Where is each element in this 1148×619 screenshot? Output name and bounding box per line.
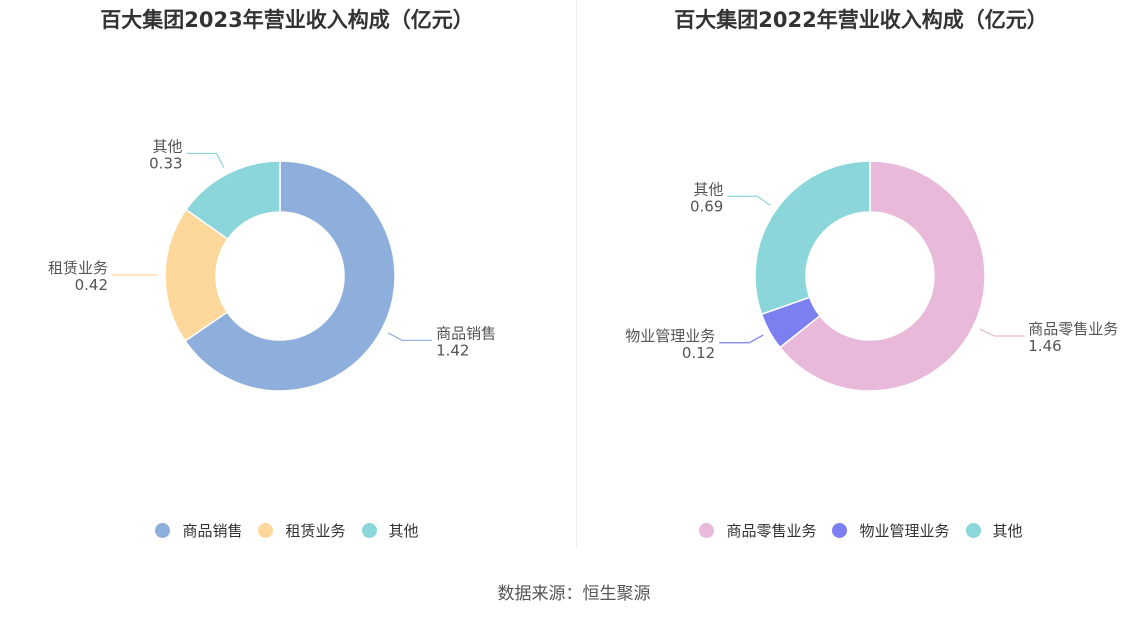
legend-label: 其他 — [992, 522, 1023, 540]
slice-value-label: 1.42 — [436, 341, 469, 359]
slice-name-label: 租赁业务 — [48, 259, 108, 277]
leader-line — [727, 195, 771, 207]
legend-label: 其他 — [388, 522, 419, 540]
legend-item-other[interactable]: 其他 — [361, 520, 419, 541]
slice-value-label: 0.69 — [690, 197, 723, 215]
legend-marker — [699, 523, 715, 538]
slice-value-label: 0.12 — [682, 344, 715, 362]
legend-marker — [832, 523, 848, 538]
legend-label: 商品零售业务 — [726, 522, 817, 540]
slice-name-label: 商品零售业务 — [1028, 320, 1118, 338]
legend: 商品销售 租赁业务 其他 — [0, 520, 574, 541]
slice-value-label: 0.42 — [75, 276, 108, 294]
legend-item-retail[interactable]: 商品零售业务 — [699, 520, 816, 541]
legend-marker — [155, 523, 171, 538]
legend-marker — [258, 523, 274, 538]
donut-slice[interactable] — [754, 160, 871, 316]
leader-line — [979, 328, 1025, 337]
slice-name-label: 商品销售 — [436, 324, 496, 342]
donut-slice[interactable] — [778, 160, 986, 392]
legend-item-other[interactable]: 其他 — [965, 520, 1023, 541]
chart-title: 百大集团2023年营业收入构成（亿元） — [100, 8, 474, 32]
legend-marker — [965, 523, 981, 538]
legend-item-property-mgmt[interactable]: 物业管理业务 — [832, 520, 950, 541]
legend-label: 物业管理业务 — [859, 522, 950, 540]
legend-item-leasing[interactable]: 租赁业务 — [258, 520, 346, 541]
leader-line — [186, 152, 225, 168]
donut-slice[interactable] — [185, 160, 281, 241]
panel-divider — [576, 0, 577, 548]
legend-label: 租赁业务 — [285, 522, 346, 540]
leader-line — [719, 334, 764, 344]
chart-2022-panel: 百大集团2022年营业收入构成（亿元） 商品零售业务 1.46 物业管理业务 0.12… — [574, 0, 1148, 550]
slice-name-label: 物业管理业务 — [625, 327, 715, 345]
slice-name-label: 其他 — [153, 137, 183, 155]
slice-value-label: 0.33 — [149, 154, 182, 172]
chart-title: 百大集团2022年营业收入构成（亿元） — [674, 8, 1048, 32]
legend-label: 商品销售 — [182, 522, 243, 540]
legend-item-goods-sales[interactable]: 商品销售 — [155, 520, 242, 541]
data-source-note: 数据来源：恒生聚源 — [497, 584, 651, 604]
slice-name-label: 其他 — [693, 180, 723, 198]
legend: 商品零售业务 物业管理业务 其他 — [574, 520, 1148, 541]
donut-slice[interactable] — [184, 160, 396, 392]
slice-value-label: 1.46 — [1028, 337, 1061, 355]
chart-2023-panel: 百大集团2023年营业收入构成（亿元） 商品销售 1.42 租赁业务 0.42 其他 0.… — [0, 0, 574, 550]
legend-marker — [361, 523, 377, 538]
leader-line — [387, 332, 433, 341]
